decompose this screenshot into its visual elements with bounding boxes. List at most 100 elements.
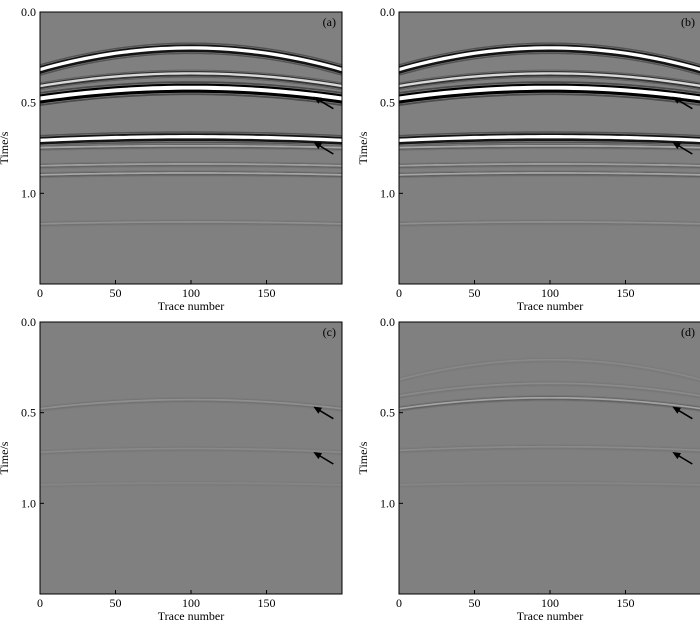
event-2-lobe-3 [399,89,700,104]
event-4-lobe-0 [40,143,342,146]
event-1-lobe-3 [399,384,700,399]
event-0-lobe-4 [399,362,700,384]
event-6-lobe-1 [399,171,700,175]
event-2-lobe-0 [40,81,342,94]
event-2-lobe-3 [40,89,342,104]
event-4-lobe-4 [399,485,700,489]
event-3-lobe-0 [399,444,700,449]
x-tick-label: 0 [396,286,402,300]
x-axis-label: Trace number [158,609,225,623]
event-3-lobe-2 [399,445,700,452]
event-1-lobe-4 [399,385,700,400]
event-7-lobe-0 [40,219,342,223]
event-4-lobe-4 [399,148,700,151]
event-0-lobe-2 [399,358,700,382]
event-4-lobe-2 [399,482,700,487]
x-tick-label: 50 [110,596,122,610]
event-0-lobe-1 [399,358,700,380]
event-2-lobe-4 [399,400,700,413]
y-axis-label: Time/s [356,131,370,164]
event-0-lobe-4 [40,402,342,413]
event-3-lobe-4 [399,141,700,147]
event-2-lobe-2 [40,85,342,102]
event-2-lobe-1 [399,396,700,409]
y-tick-label: 0.5 [21,96,36,110]
x-tick-label: 0 [37,596,43,610]
event-1-lobe-0 [40,69,342,84]
event-0-lobe-3 [399,360,700,383]
event-0-lobe-1 [399,44,700,69]
event-2-lobe-1 [399,83,700,98]
event-0-lobe-1 [40,397,342,409]
y-tick-label: 0.0 [380,5,395,19]
event-1-lobe-4 [399,76,700,91]
y-axis-label: Time/s [0,441,11,474]
event-2-lobe-4 [399,93,700,106]
event-3-lobe-1 [40,133,342,140]
panel-label: (a) [323,15,336,29]
event-0-lobe-1 [40,44,342,69]
event-5-lobe-4 [40,166,342,170]
panel-c: 0 50 100 150 0.0 0.5 1.0 Trace number Time/s (c) [0,315,343,623]
event-2-lobe-2 [399,396,700,411]
arrow-icon [672,452,693,465]
event-2-lobe-2 [40,482,342,487]
x-tick-label: 150 [617,286,635,300]
event-5-lobe-3 [399,164,700,169]
event-3-lobe-3 [399,138,700,145]
y-tick-label: 1.0 [380,496,395,510]
event-0-lobe-2 [40,46,342,73]
arrow-icon [313,406,334,420]
event-0-lobe-0 [399,42,700,66]
event-1-lobe-3 [399,74,700,89]
event-5-lobe-4 [399,166,700,170]
event-6-lobe-4 [40,175,342,179]
event-2-lobe-0 [399,395,700,407]
event-7-lobe-4 [40,224,342,228]
panel-d: 0 50 100 150 0.0 0.5 1.0 Trace number Time/s (d) [356,315,700,623]
panel-a-events [40,42,342,228]
event-6-lobe-2 [399,172,700,177]
x-tick-label: 50 [110,286,122,300]
event-1-lobe-2 [40,447,342,454]
event-1-lobe-3 [40,449,342,455]
event-1-lobe-1 [399,71,700,86]
event-4-lobe-2 [40,144,342,150]
event-0-lobe-3 [399,49,700,74]
event-5-lobe-2 [40,163,342,168]
event-2-lobe-3 [40,483,342,488]
event-1-lobe-1 [399,381,700,396]
event-3-lobe-3 [40,138,342,145]
x-tick-label: 50 [469,596,481,610]
event-1-lobe-0 [399,380,700,395]
event-2-lobe-3 [399,398,700,412]
event-3-lobe-2 [40,135,342,143]
event-4-lobe-1 [399,144,700,148]
event-1-lobe-1 [40,71,342,86]
panel-c-events [40,396,342,489]
y-tick-label: 0.5 [380,96,395,110]
arrow-icon [313,452,334,465]
panel-b-events [399,42,700,228]
event-1-lobe-2 [399,72,700,88]
event-1-lobe-3 [40,74,342,89]
arrow-icon [672,406,693,420]
event-0-lobe-4 [399,52,700,76]
event-4-lobe-4 [40,148,342,151]
x-tick-label: 100 [541,596,559,610]
x-tick-label: 100 [182,596,200,610]
event-2-lobe-0 [40,480,342,484]
event-5-lobe-3 [40,164,342,169]
event-4-lobe-2 [399,144,700,150]
event-1-lobe-0 [40,445,342,451]
event-2-lobe-0 [399,81,700,94]
x-axis-label: Trace number [517,299,584,313]
event-6-lobe-4 [399,175,700,179]
y-tick-label: 1.0 [380,186,395,200]
event-3-lobe-1 [399,133,700,140]
panel-a: 0 50 100 150 0.0 0.5 1.0 Trace number Time/s (a) [0,5,343,313]
event-6-lobe-0 [399,170,700,174]
event-0-lobe-0 [40,396,342,407]
